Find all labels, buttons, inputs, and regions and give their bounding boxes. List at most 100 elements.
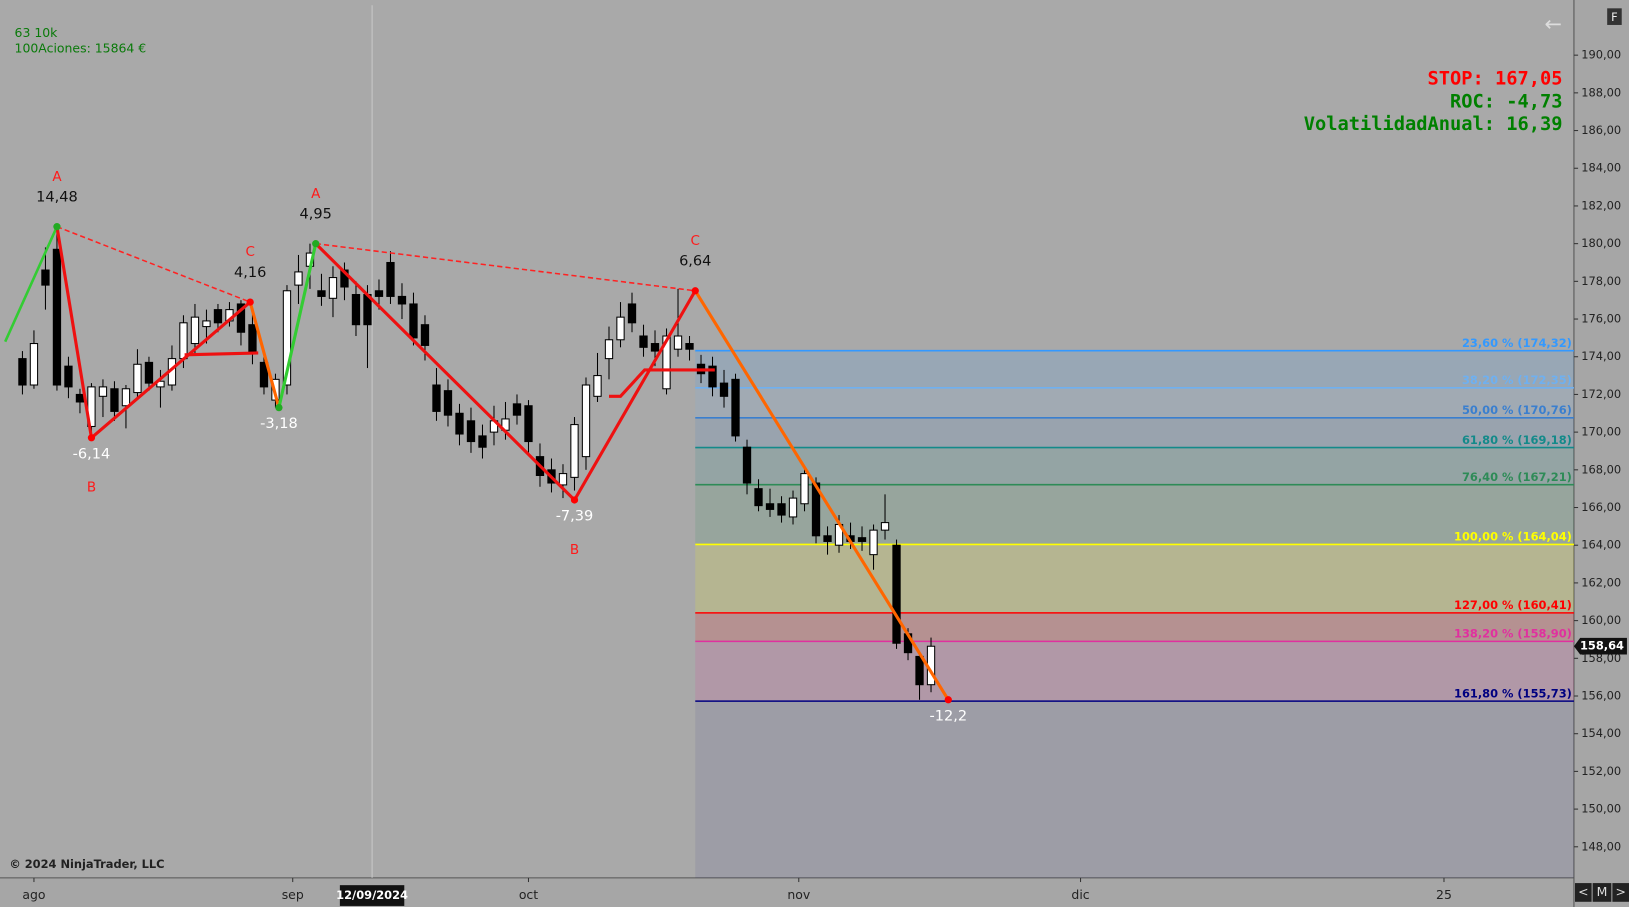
cursor-box <box>339 885 405 906</box>
price-axis <box>1573 0 1629 907</box>
x-tick-label: ago <box>22 887 45 902</box>
pivot-letter: C <box>691 233 700 249</box>
candle-body <box>328 277 338 299</box>
candle-body <box>64 365 73 388</box>
zigzag-segment <box>314 242 577 502</box>
x-tick-label: sep <box>282 887 304 902</box>
candle-body <box>432 384 441 412</box>
candle-body <box>374 290 384 297</box>
fib-zone <box>695 417 1574 448</box>
y-tick-label: 190,00 <box>1581 48 1621 62</box>
y-tick-label: 172,00 <box>1581 387 1621 401</box>
pivot-letter: B <box>87 480 96 496</box>
y-tick-label: 178,00 <box>1581 274 1621 288</box>
candle-body <box>869 529 878 556</box>
pivot <box>246 298 254 306</box>
nav-button[interactable] <box>1574 883 1592 902</box>
fib-label: 61,80 % (169,18) <box>1462 433 1572 447</box>
y-tick-label: 150,00 <box>1581 802 1621 816</box>
x-tick-label: 25 <box>1436 887 1452 902</box>
candle-body <box>156 380 165 388</box>
candle-body <box>616 316 625 341</box>
pivot <box>312 240 320 248</box>
stat: STOP: 167,05 <box>1427 68 1562 89</box>
candle-body <box>18 358 27 386</box>
candle-body <box>409 303 418 339</box>
zigzag-segment <box>693 289 950 702</box>
pivot <box>691 287 699 295</box>
y-tick-label: 176,00 <box>1581 312 1621 326</box>
y-tick-label: 156,00 <box>1581 689 1621 703</box>
candle-body <box>466 420 476 443</box>
fib-zone <box>695 701 1574 878</box>
fib-zone <box>695 350 1574 388</box>
zigzag-segment <box>89 300 252 440</box>
zigzag-segment <box>55 225 94 440</box>
pivot-letter: A <box>52 169 62 185</box>
candle-body <box>880 522 890 531</box>
y-tick-label: 170,00 <box>1581 425 1621 439</box>
nav-label: < <box>1578 884 1588 899</box>
candle-body <box>386 261 395 297</box>
pivot-value: -3,18 <box>260 416 298 432</box>
x-tick-label: nov <box>787 887 810 902</box>
y-tick-label: 154,00 <box>1581 726 1621 740</box>
candle-body <box>248 324 257 354</box>
candle-body <box>512 403 522 416</box>
x-tick-label: dic <box>1071 887 1089 902</box>
y-tick-label: 160,00 <box>1581 613 1621 627</box>
candle-body <box>98 386 108 397</box>
y-tick-label: 148,00 <box>1581 839 1621 853</box>
candle-body <box>29 343 39 386</box>
y-tick-label: 184,00 <box>1581 161 1621 175</box>
pivot <box>570 496 579 504</box>
y-tick-label: 188,00 <box>1581 85 1621 99</box>
candle-body <box>236 303 246 333</box>
lead-in <box>4 226 59 343</box>
nav-button[interactable] <box>1612 883 1629 902</box>
candle-body <box>570 424 579 478</box>
y-tick-label: 166,00 <box>1581 500 1621 514</box>
candle-body <box>627 303 637 324</box>
candle-body <box>110 388 119 412</box>
candle-body <box>800 473 809 505</box>
candle-body <box>317 290 326 297</box>
candle-body <box>892 544 901 644</box>
candle-body <box>420 324 430 346</box>
stat: VolatilidadAnual: 16,39 <box>1304 114 1563 135</box>
candle-body <box>754 488 763 507</box>
candle-body <box>650 343 660 352</box>
pivot-letter: A <box>311 186 321 202</box>
back-button[interactable]: ← <box>1544 12 1561 36</box>
stat: ROC: -4,73 <box>1450 91 1563 112</box>
candle-body <box>351 294 361 326</box>
candle-body <box>639 335 648 348</box>
pivot-letter: C <box>245 244 254 260</box>
nav-label: M <box>1597 884 1608 899</box>
f-button[interactable] <box>1607 8 1622 25</box>
pivot-value: 4,95 <box>300 207 332 223</box>
fib-label: 138,20 % (158,90) <box>1454 627 1572 641</box>
fib-label: 161,80 % (155,73) <box>1454 686 1572 700</box>
candle-body <box>259 361 269 388</box>
candle-body <box>731 378 740 437</box>
flat-line <box>184 351 259 357</box>
candle-body <box>777 503 786 516</box>
nav-label: > <box>1615 884 1625 899</box>
dashed-link <box>315 242 696 292</box>
pivot-value: 4,16 <box>234 265 266 281</box>
pivot <box>87 434 96 442</box>
fib-zone <box>695 612 1574 642</box>
y-tick-label: 162,00 <box>1581 575 1621 589</box>
pivot-value: -6,14 <box>73 446 111 462</box>
flat-line <box>608 368 715 398</box>
nav-button[interactable] <box>1592 883 1612 902</box>
candle-body <box>558 473 568 486</box>
pivot <box>275 403 283 412</box>
candle-body <box>133 363 142 394</box>
candle-body <box>765 503 775 510</box>
y-tick-label: 152,00 <box>1581 764 1621 778</box>
candle-body <box>719 382 729 397</box>
